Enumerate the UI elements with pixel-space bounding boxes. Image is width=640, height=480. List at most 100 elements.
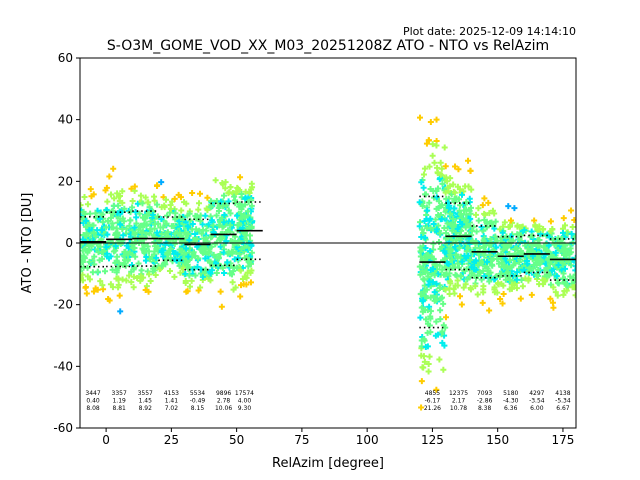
scatter-point [458, 211, 465, 218]
scatter-point [421, 276, 428, 283]
scatter-point [467, 167, 474, 174]
scatter-point [483, 258, 490, 265]
scatter-point [510, 262, 517, 269]
scatter-point [186, 272, 193, 279]
scatter-point [437, 307, 444, 314]
scatter-point [183, 200, 190, 207]
scatter-point [433, 116, 440, 123]
scatter-point [177, 194, 184, 201]
scatter-point [419, 364, 426, 371]
bin-count-label: 7093 [477, 390, 492, 397]
scatter-point [467, 204, 474, 211]
scatter-point [555, 262, 562, 269]
scatter-point [158, 179, 165, 186]
scatter-point [426, 353, 433, 360]
scatter-point [196, 190, 203, 197]
scatter-point [133, 214, 140, 221]
scatter-point [185, 253, 192, 260]
scatter-point [105, 295, 112, 302]
scatter-point [467, 215, 474, 222]
scatter-point [464, 276, 471, 283]
scatter-point [562, 245, 569, 252]
scatter-point [217, 236, 224, 243]
scatter-point [499, 300, 506, 307]
scatter-point [437, 171, 444, 178]
scatter-point [228, 271, 235, 278]
scatter-point [468, 270, 475, 277]
scatter-point [131, 183, 138, 190]
scatter-point [174, 251, 181, 258]
scatter-point [442, 189, 449, 196]
scatter-point [239, 214, 246, 221]
scatter-point [117, 221, 124, 228]
scatter-point [452, 163, 459, 170]
scatter-point [213, 270, 220, 277]
scatter-point [112, 231, 119, 238]
scatter-point [563, 252, 570, 259]
scatter-point [246, 216, 253, 223]
scatter-point [94, 268, 101, 275]
y-tick-label: 20 [58, 174, 73, 188]
scatter-point [236, 250, 243, 257]
scatter-point [210, 251, 217, 258]
bin-count-label: 5534 [190, 390, 205, 397]
scatter-point [83, 290, 90, 297]
scatter-point [542, 277, 549, 284]
scatter-point [172, 210, 179, 217]
scatter-point [497, 296, 504, 303]
scatter-point [504, 269, 511, 276]
scatter-point [440, 366, 447, 373]
scatter-point [176, 229, 183, 236]
scatter-point [545, 242, 552, 249]
bin-count-label: 9896 [216, 390, 231, 397]
scatter-point [151, 264, 158, 271]
scatter-point [505, 203, 512, 210]
scatter-point [189, 190, 196, 197]
scatter-point [238, 282, 245, 289]
y-tick-label: 40 [58, 113, 73, 127]
scatter-point [236, 226, 243, 233]
scatter-point [419, 308, 426, 315]
scatter-point [547, 295, 554, 302]
scatter-point [208, 217, 215, 224]
bin-mean-label: 2.17 [452, 398, 466, 405]
scatter-point [430, 220, 437, 227]
scatter-point [489, 261, 496, 268]
scatter-point [130, 273, 137, 280]
scatter-point [182, 270, 189, 277]
bin-mean-label: -0.49 [190, 398, 206, 405]
scatter-point [450, 286, 457, 293]
scatter-point [208, 243, 215, 250]
scatter-point [465, 252, 472, 259]
scatter-point [208, 203, 215, 210]
scatter-point [188, 277, 195, 284]
scatter-point [427, 118, 434, 125]
scatter-point [129, 198, 136, 205]
scatter-point [511, 205, 518, 212]
scatter-point [436, 198, 443, 205]
scatter-point [450, 215, 457, 222]
scatter-point [425, 368, 432, 375]
bin-std-label: 8.81 [112, 405, 126, 412]
scatter-point [122, 262, 129, 269]
scatter-point [199, 273, 206, 280]
bin-count-label: 4138 [555, 390, 570, 397]
scatter-point [86, 258, 93, 265]
scatter-point [427, 186, 434, 193]
scatter-point [120, 232, 127, 239]
scatter-point [210, 222, 217, 229]
scatter-point [417, 253, 424, 260]
scatter-point [106, 173, 113, 180]
scatter-point [116, 193, 123, 200]
scatter-point [442, 314, 449, 321]
scatter-point [417, 314, 424, 321]
scatter-point [220, 219, 227, 226]
scatter-point [158, 262, 165, 269]
scatter-point [546, 272, 553, 279]
scatter-point [496, 274, 503, 281]
scatter-point [183, 245, 190, 252]
scatter-point [508, 285, 515, 292]
scatter-point [480, 286, 487, 293]
scatter-point [197, 218, 204, 225]
